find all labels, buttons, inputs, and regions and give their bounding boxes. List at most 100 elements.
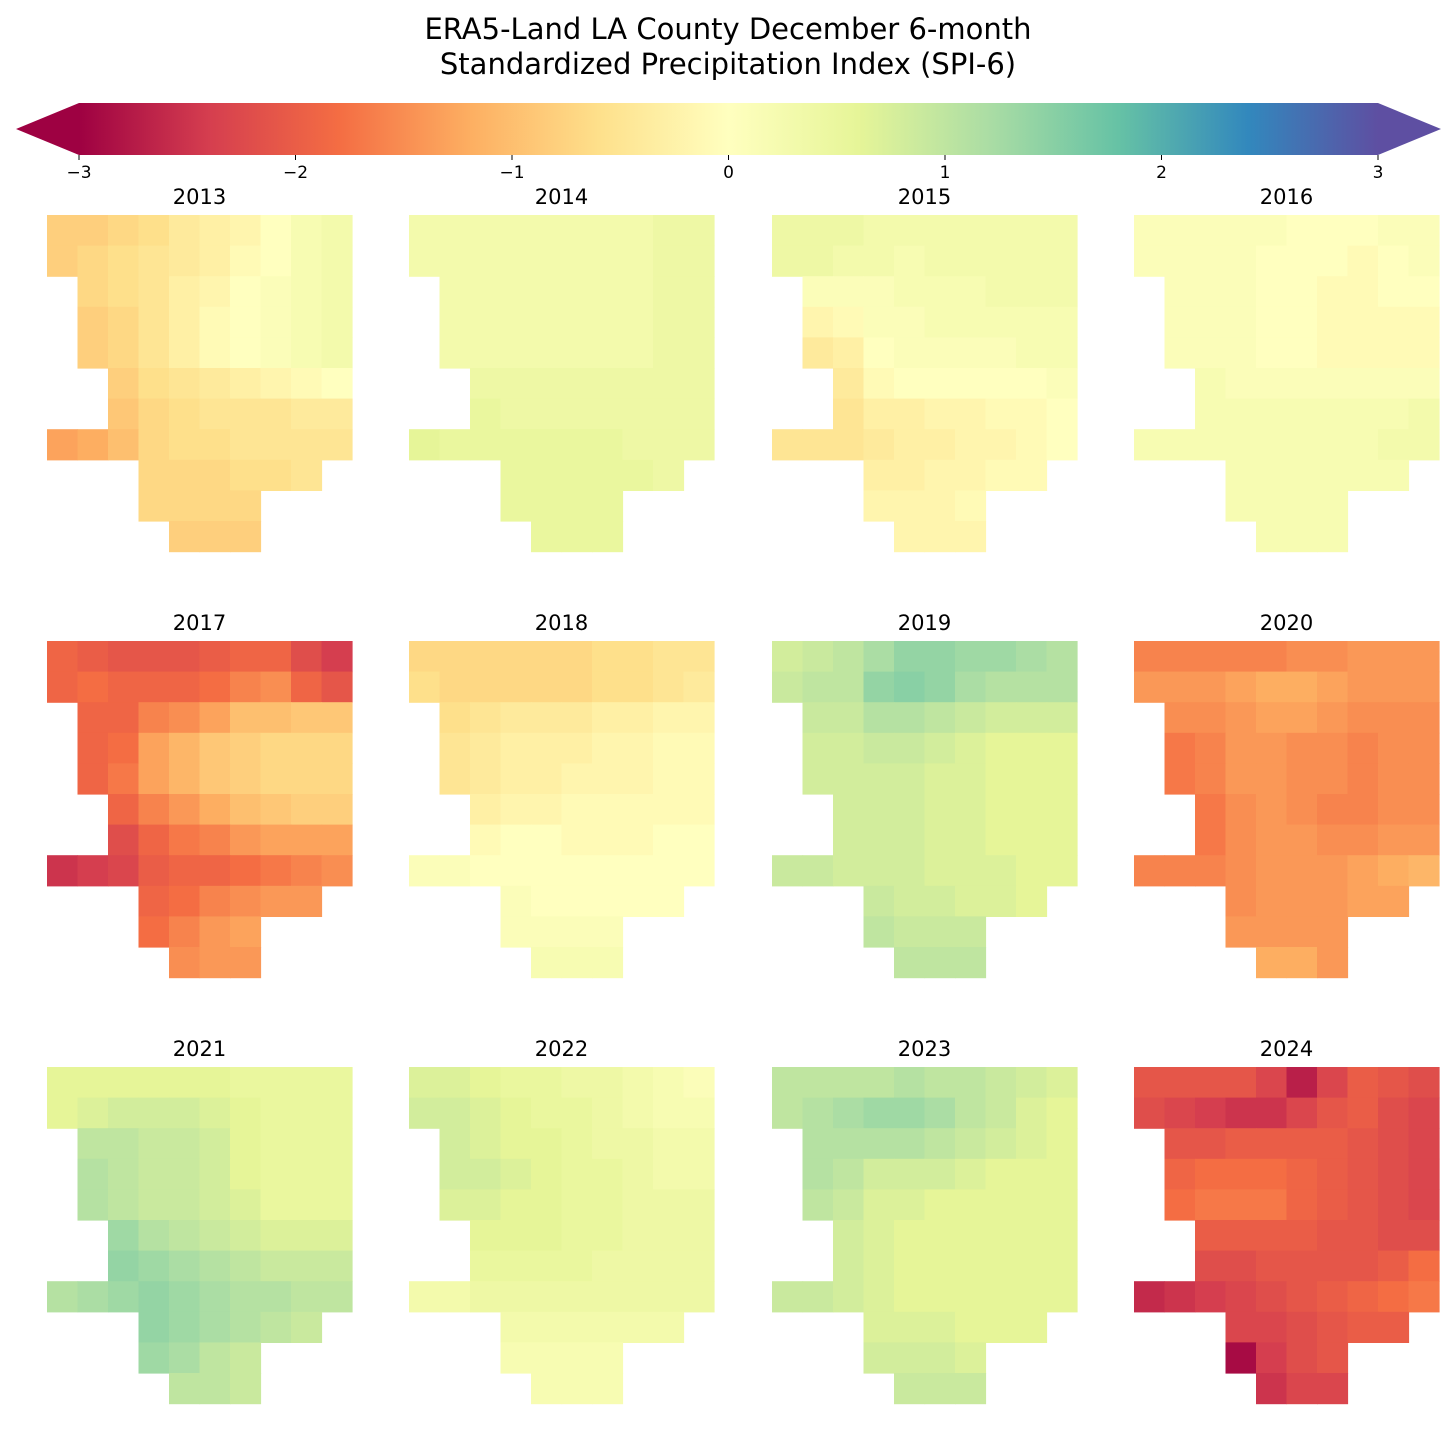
heatmap-cell xyxy=(230,1250,262,1282)
heatmap-cell xyxy=(955,671,987,703)
heatmap-cell xyxy=(1378,429,1410,461)
heatmap-cell xyxy=(1347,1097,1379,1129)
heatmap-cell xyxy=(291,368,323,400)
heatmap-cell xyxy=(1317,1158,1349,1190)
heatmap-cell xyxy=(592,521,624,553)
heatmap-cell xyxy=(802,671,834,703)
heatmap-cell xyxy=(622,306,654,338)
heatmap-cell xyxy=(1256,368,1288,400)
heatmap-cell xyxy=(653,885,685,917)
heatmap-cell xyxy=(1256,521,1288,553)
colorbar-extend-high-arrow xyxy=(1378,103,1441,155)
heatmap-cell xyxy=(531,215,563,247)
heatmap-cell xyxy=(138,702,170,734)
heatmap-cell xyxy=(683,1158,715,1190)
heatmap-cell xyxy=(833,641,865,673)
heatmap-cell xyxy=(531,1373,563,1405)
heatmap-cell xyxy=(1134,215,1166,247)
heatmap-cell xyxy=(683,368,715,400)
heatmap-cell xyxy=(1046,368,1078,400)
heatmap-cell xyxy=(863,732,895,764)
heatmap-cell xyxy=(955,1250,987,1282)
heatmap-cell xyxy=(1378,1128,1410,1160)
heatmap-cell xyxy=(1378,1097,1410,1129)
heatmap-cell xyxy=(653,1158,685,1190)
heatmap-cell xyxy=(592,459,624,491)
heatmap-cell xyxy=(500,490,532,522)
heatmap-cell xyxy=(321,702,353,734)
heatmap-cell xyxy=(863,490,895,522)
heatmap-cell xyxy=(1016,368,1048,400)
heatmap-cell xyxy=(409,1281,441,1313)
heatmap-cell xyxy=(1347,855,1379,887)
heatmap-cell xyxy=(1195,1189,1227,1221)
heatmap-cell xyxy=(802,215,834,247)
heatmap-cell xyxy=(894,459,926,491)
heatmap-cell xyxy=(985,641,1017,673)
heatmap-cell xyxy=(1016,306,1048,338)
heatmap-cell xyxy=(321,824,353,856)
heatmap-cell xyxy=(985,1311,1017,1343)
heatmap-cell xyxy=(1225,276,1257,308)
heatmap-cell xyxy=(1225,824,1257,856)
heatmap-cell xyxy=(1164,1158,1196,1190)
heatmap-cell xyxy=(772,671,804,703)
heatmap-cell xyxy=(1134,671,1166,703)
heatmap-cell xyxy=(1378,763,1410,795)
heatmap-cell xyxy=(683,702,715,734)
heatmap-cell xyxy=(1164,1189,1196,1221)
heatmap-cell xyxy=(500,368,532,400)
heatmap-cell xyxy=(291,459,323,491)
heatmap-cell xyxy=(260,763,292,795)
heatmap-cell xyxy=(863,1342,895,1374)
heatmap-cell xyxy=(1286,306,1318,338)
heatmap-cell xyxy=(1225,671,1257,703)
heatmap-cell xyxy=(500,824,532,856)
heatmap-cell xyxy=(1256,1189,1288,1221)
heatmap-cell xyxy=(1286,824,1318,856)
heatmap-cell xyxy=(409,671,441,703)
heatmap-cell xyxy=(985,794,1017,826)
heatmap-cell xyxy=(985,276,1017,308)
heatmap-cell xyxy=(592,368,624,400)
heatmap-cell xyxy=(1347,245,1379,277)
heatmap-cell xyxy=(1195,1067,1227,1099)
heatmap-cell xyxy=(108,641,140,673)
heatmap-cell xyxy=(77,337,109,369)
heatmap-cell xyxy=(1164,306,1196,338)
heatmap-cell xyxy=(1016,671,1048,703)
heatmap-cell xyxy=(802,1067,834,1099)
heatmap-cell xyxy=(531,245,563,277)
heatmap-cell xyxy=(439,245,471,277)
heatmap-cell xyxy=(531,1189,563,1221)
heatmap-cell xyxy=(653,763,685,795)
heatmap-cell xyxy=(47,1281,79,1313)
colorbar-ticks: −3 −2 −1 0 1 2 3 xyxy=(66,155,1383,183)
heatmap-cell xyxy=(772,245,804,277)
heatmap-cell xyxy=(592,732,624,764)
heatmap-cell xyxy=(470,1189,502,1221)
heatmap-cell xyxy=(1046,398,1078,430)
heatmap-cell xyxy=(985,702,1017,734)
heatmap-cell xyxy=(592,1189,624,1221)
heatmap-cell xyxy=(1046,1189,1078,1221)
heatmap-cell xyxy=(1317,1067,1349,1099)
heatmap-cell xyxy=(683,398,715,430)
heatmap-cell xyxy=(77,641,109,673)
heatmap-cell xyxy=(1256,1097,1288,1129)
heatmap-cell xyxy=(169,1067,201,1099)
heatmap-cell xyxy=(985,215,1017,247)
heatmap-cell xyxy=(169,429,201,461)
heatmap-cell xyxy=(683,337,715,369)
heatmap-cell xyxy=(321,671,353,703)
colorbar-tick-label: 2 xyxy=(1156,163,1167,183)
heatmap-cell xyxy=(531,1128,563,1160)
heatmap-cell xyxy=(199,1373,231,1405)
panel-title: 2014 xyxy=(535,185,588,209)
heatmap-cell xyxy=(955,702,987,734)
heatmap-cell xyxy=(985,459,1017,491)
heatmap-cell xyxy=(561,641,593,673)
panel-2024: 2024 xyxy=(1134,1037,1440,1405)
heatmap-cell xyxy=(321,1220,353,1252)
heatmap-cell xyxy=(1286,855,1318,887)
